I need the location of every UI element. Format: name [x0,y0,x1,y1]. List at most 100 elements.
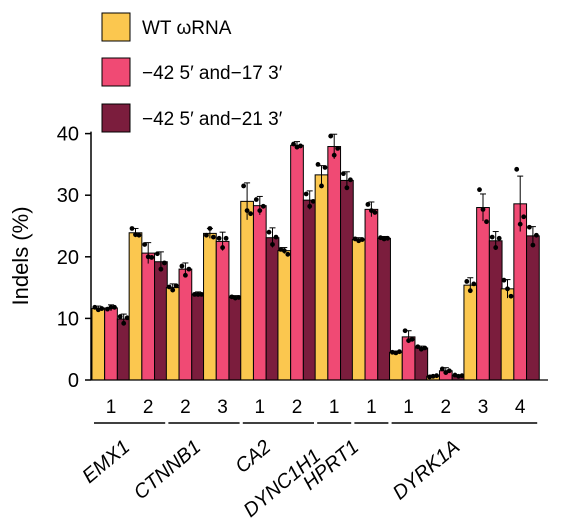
site-label: 1 [255,397,266,418]
data-point [530,242,536,248]
data-point [508,293,514,299]
data-point [273,234,279,240]
data-point [204,232,209,238]
data-point [359,237,365,242]
site-label: 4 [515,397,526,418]
bar [340,179,354,381]
data-point [328,133,334,139]
legend-label: −42 5′ and−21 3′ [142,109,283,130]
data-point [496,235,502,241]
data-point [121,320,127,326]
bar [327,146,342,381]
bar [141,252,156,381]
data-point [248,211,254,217]
data-point [270,242,275,247]
y-tick-label: 0 [68,370,79,392]
site-label: 1 [106,397,117,418]
data-point [216,235,222,241]
data-point [303,191,309,197]
bar [401,336,416,381]
data-point [166,284,172,290]
data-point [505,286,510,292]
bar [488,240,503,381]
data-point [372,210,378,215]
data-point [298,143,303,149]
data-point [527,224,532,230]
data-point [257,208,263,214]
data-point [155,251,160,257]
data-point [484,219,489,225]
data-point [534,232,539,238]
site-label: 2 [441,397,452,418]
data-point [310,198,316,204]
data-point [142,242,148,247]
data-point [186,266,192,272]
site-label: 3 [478,397,489,418]
bar [476,207,490,381]
data-point [322,165,328,170]
data-point [521,214,527,220]
y-tick-label: 10 [57,308,79,330]
data-point [319,183,324,189]
data-point [260,203,266,209]
bar [240,200,254,381]
data-point [344,185,350,191]
data-point [464,279,470,284]
data-point [136,232,142,238]
gene-label: CA2 [231,436,275,478]
data-point [129,226,135,231]
gene-label: CTNNB1 [130,436,205,504]
bar [215,240,230,381]
data-point [402,328,408,334]
legend-label: −42 5′ and−17 3′ [142,63,283,84]
data-point [211,234,216,240]
site-label: 2 [143,397,154,418]
data-point [195,291,201,297]
data-point [489,234,495,240]
data-point [179,263,185,269]
site-label: 2 [292,397,303,418]
data-point [183,272,188,278]
data-point [459,373,465,379]
data-point [315,162,321,167]
bar [165,287,180,381]
data-point [117,314,123,319]
bar [277,250,292,381]
data-point [173,283,179,289]
data-point [112,304,117,310]
data-point [467,288,473,294]
data-point [493,245,499,250]
site-label: 2 [180,397,191,418]
data-point [517,221,523,227]
data-point [220,245,226,250]
y-tick-label: 40 [57,124,79,146]
bar [154,261,168,381]
data-point [241,183,247,189]
data-point [192,291,198,297]
site-label: 3 [217,397,228,418]
data-point [415,344,421,350]
data-point [291,141,296,147]
data-point [422,345,428,351]
legend-swatch [101,12,131,42]
data-point [348,177,353,183]
data-point [281,248,287,254]
data-point [170,287,176,293]
data-point [477,187,482,193]
bar [178,268,193,381]
data-point [149,255,155,260]
bar [463,284,478,381]
bar [414,347,429,381]
data-point [99,306,105,311]
gene-label: DYRK1A [389,436,464,504]
data-point [236,295,242,300]
data-point [162,260,167,266]
legend-swatch [101,103,131,133]
y-tick-label: 30 [57,185,79,207]
data-point [385,235,390,241]
site-label: 1 [403,397,414,418]
site-label: 1 [366,397,377,418]
y-axis-title: Indels (%) [8,206,33,305]
